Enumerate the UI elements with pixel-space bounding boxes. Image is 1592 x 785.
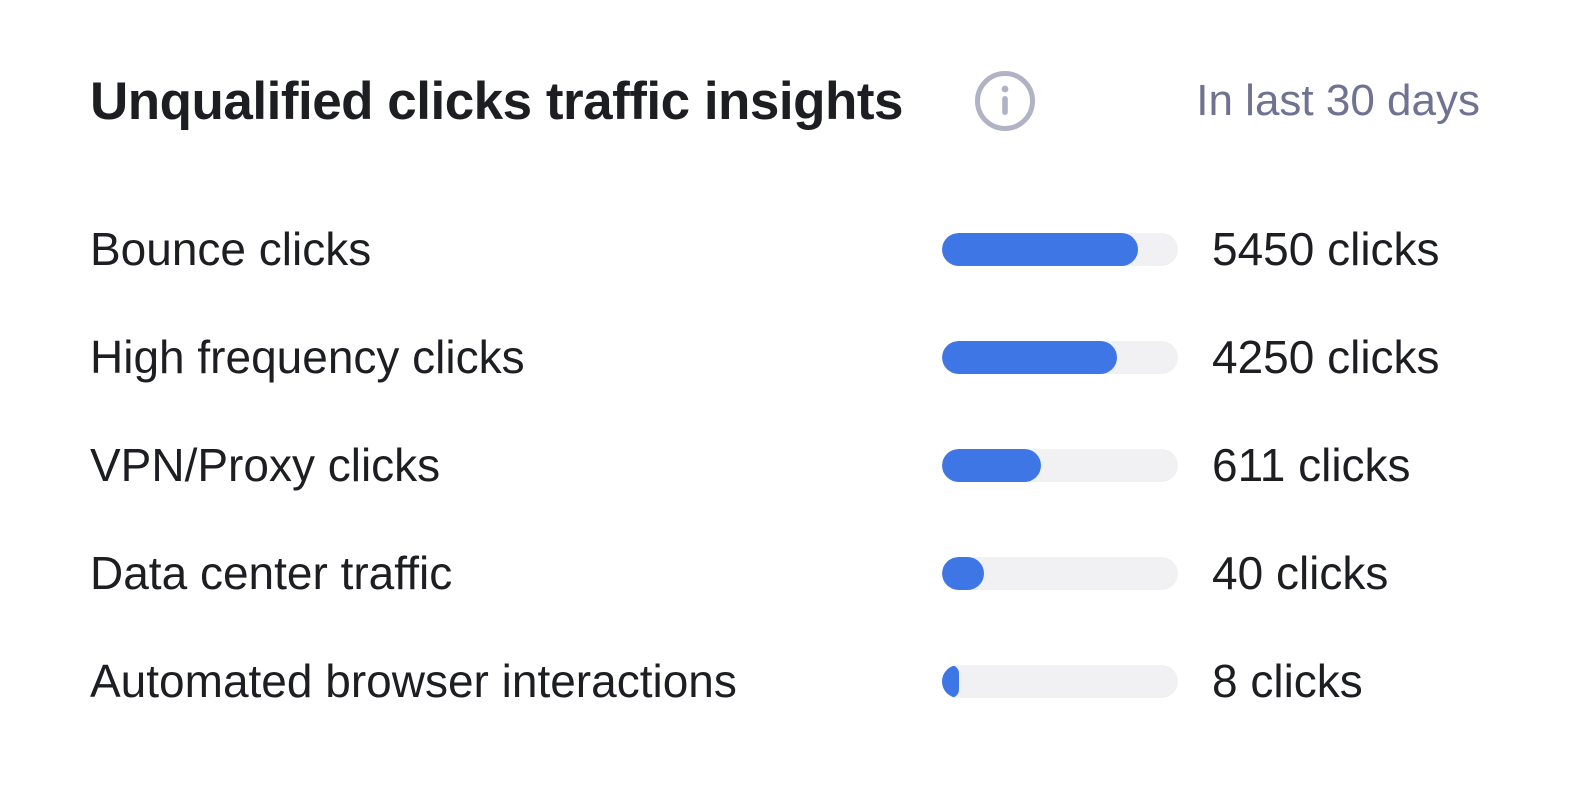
progress-bar-track	[942, 341, 1178, 374]
progress-bar-fill	[942, 233, 1138, 266]
list-item: Bounce clicks 5450 clicks	[90, 195, 1510, 303]
progress-bar-fill	[942, 341, 1117, 374]
row-label: VPN/Proxy clicks	[90, 439, 441, 491]
row-value: 5450 clicks	[1212, 223, 1440, 275]
progress-bar-fill	[942, 665, 959, 698]
progress-bar-track	[942, 557, 1178, 590]
progress-bar-track	[942, 665, 1178, 698]
row-value: 40 clicks	[1212, 547, 1389, 599]
progress-bar-track	[942, 233, 1178, 266]
card-title: Unqualified clicks traffic insights	[90, 72, 904, 131]
row-label: High frequency clicks	[90, 331, 525, 383]
row-label: Data center traffic	[90, 547, 453, 599]
progress-bar-fill	[942, 449, 1042, 482]
list-item: High frequency clicks 4250 clicks	[90, 303, 1510, 411]
list-item: Data center traffic 40 clicks	[90, 519, 1510, 627]
row-label: Bounce clicks	[90, 223, 372, 275]
info-icon[interactable]	[974, 70, 1036, 132]
row-value: 4250 clicks	[1212, 331, 1440, 383]
time-period-label: In last 30 days	[1196, 76, 1480, 125]
progress-bar-fill	[942, 557, 985, 590]
row-label: Automated browser interactions	[90, 655, 737, 707]
row-value: 611 clicks	[1212, 439, 1411, 491]
progress-bar-track	[942, 449, 1178, 482]
insights-list: Bounce clicks 5450 clicks High frequency…	[90, 195, 1510, 735]
list-item: VPN/Proxy clicks 611 clicks	[90, 411, 1510, 519]
card-header: Unqualified clicks traffic insights In l…	[90, 62, 1480, 142]
row-value: 8 clicks	[1212, 655, 1363, 707]
list-item: Automated browser interactions 8 clicks	[90, 627, 1510, 735]
